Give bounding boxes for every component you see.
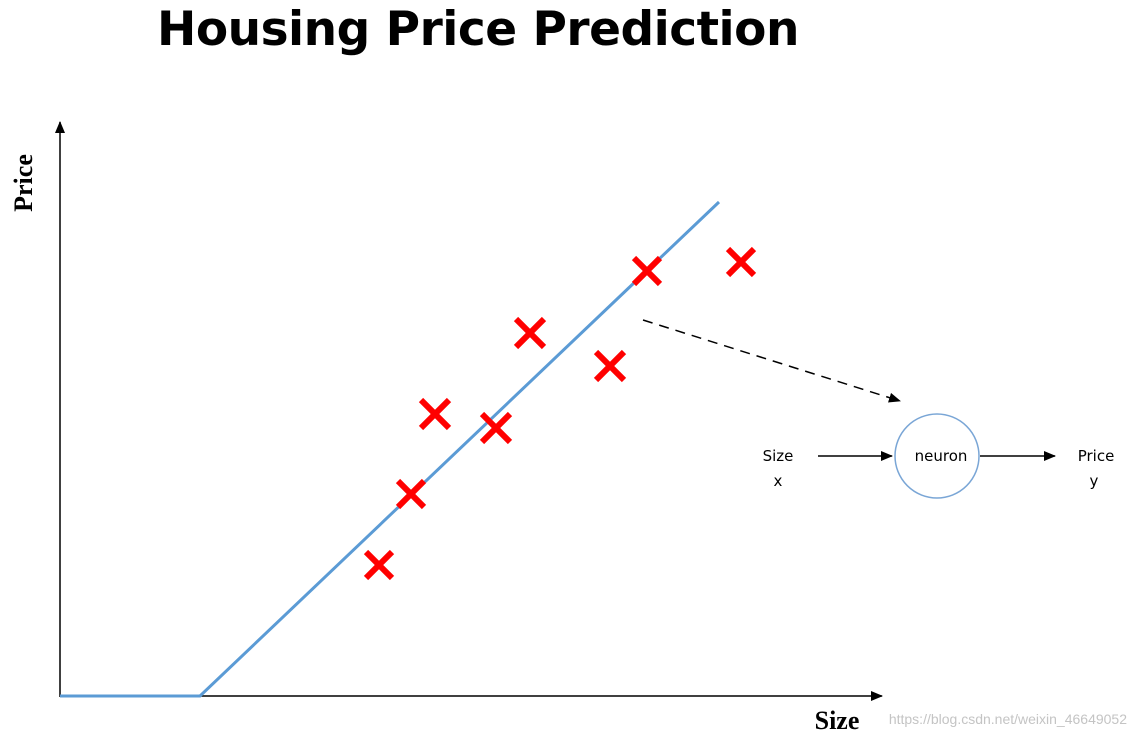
data-point (725, 246, 757, 278)
data-point (593, 349, 627, 383)
data-point (631, 255, 663, 287)
dashed-arrow (642, 319, 901, 403)
data-point (513, 316, 547, 350)
data-point (395, 478, 427, 510)
output-label: Price (1078, 447, 1115, 465)
fit-line (60, 200, 721, 698)
data-point (479, 411, 513, 445)
x-axis-label: Size (815, 706, 860, 735)
data-points (363, 246, 757, 581)
data-point (363, 549, 395, 581)
y-axis-label: Price (9, 154, 38, 212)
output-symbol: y (1090, 472, 1099, 490)
neuron-node (894, 413, 980, 499)
watermark: https://blog.csdn.net/weixin_46649052 (889, 711, 1127, 727)
neuron-label: neuron (915, 447, 968, 465)
input-label: Size (763, 447, 794, 465)
diagram-title: Housing Price Prediction (157, 2, 799, 57)
data-point (418, 397, 452, 431)
input-symbol: x (774, 472, 783, 490)
